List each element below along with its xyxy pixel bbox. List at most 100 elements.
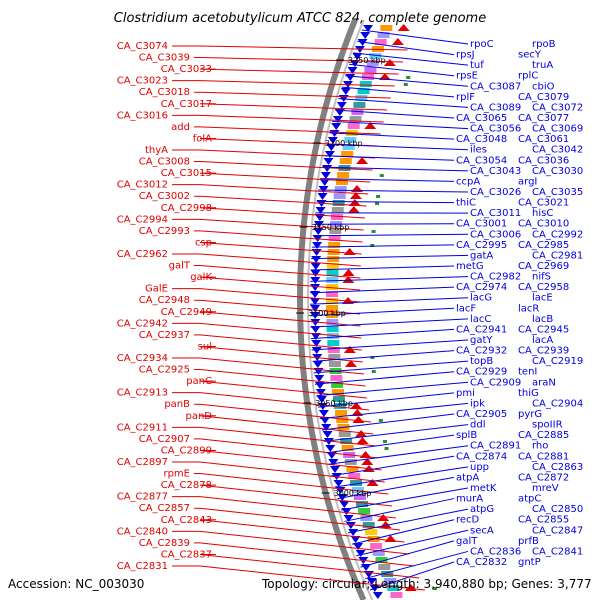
reverse-leader-line	[361, 29, 469, 45]
forward-leader-line	[194, 507, 401, 531]
cog-block	[337, 172, 350, 178]
reverse-leader-line	[365, 550, 469, 580]
reverse-gene-label: atpG	[470, 504, 494, 515]
reverse-gene-label: rpoC	[470, 39, 494, 50]
rna-mark	[406, 76, 411, 79]
cog-block	[338, 431, 351, 437]
reverse-gene-label: CA_C3077	[518, 113, 569, 124]
reverse-gene-arrow	[345, 522, 356, 529]
cog-block	[364, 67, 377, 73]
rna-mark	[384, 447, 389, 450]
reverse-gene-arrow	[331, 123, 342, 130]
forward-gene-labels: CA_C3074CA_C3039CA_C3033CA_C3023CA_C3018…	[117, 41, 213, 572]
reverse-gene-label: CA_C3021	[518, 198, 569, 209]
forward-gene-label: CA_C2878	[161, 480, 212, 491]
cog-block	[349, 116, 362, 122]
cog-block	[332, 396, 345, 402]
reverse-gene-arrow	[340, 88, 351, 95]
reverse-gene-label: CA_C3036	[518, 155, 569, 166]
forward-leader-line	[194, 334, 362, 351]
reverse-gene-label: CA_C2939	[518, 346, 569, 357]
forward-leader-line	[194, 438, 379, 459]
forward-leader-line	[172, 184, 369, 195]
cog-block	[390, 592, 403, 598]
cog-block	[357, 88, 370, 94]
forward-gene-label: galK	[190, 272, 212, 283]
reverse-gene-label: CA_C3069	[532, 124, 583, 135]
forward-gene-label: thyA	[145, 145, 168, 156]
reverse-gene-label: lacB	[532, 314, 553, 325]
forward-gene-label: CA_C3017	[161, 99, 212, 110]
forward-gene-arrow	[350, 402, 363, 409]
cog-block	[380, 25, 393, 31]
forward-leader-line	[194, 403, 372, 423]
reverse-gene-label: tuf	[470, 60, 484, 71]
reverse-gene-arrow	[327, 137, 338, 144]
forward-leader-line	[199, 449, 382, 471]
kbp-label: 3000 kbp	[334, 489, 372, 498]
reverse-gene-label: metK	[470, 483, 497, 494]
forward-gene-label: CA_C3023	[117, 76, 168, 87]
cog-block	[381, 571, 394, 577]
reverse-gene-arrow	[372, 592, 383, 599]
reverse-gene-arrow	[311, 256, 322, 263]
forward-leader-line	[199, 68, 399, 75]
forward-gene-label: folA	[193, 133, 212, 144]
reverse-leader-line	[312, 350, 455, 362]
reverse-gene-arrow	[361, 564, 372, 571]
forward-gene-arrow	[377, 514, 390, 521]
reverse-gene-label: CA_C2885	[518, 430, 569, 441]
forward-gene-label: CA_C3039	[139, 53, 190, 64]
reverse-gene-label: rpsJ	[456, 50, 475, 61]
forward-gene-arrow	[342, 269, 355, 276]
forward-leader-line	[199, 241, 362, 255]
cog-block	[336, 417, 349, 423]
cog-block	[330, 214, 343, 220]
forward-leader-line	[172, 530, 410, 555]
forward-leader-line	[199, 380, 368, 399]
cog-block	[330, 375, 343, 381]
reverse-leader-line	[357, 40, 455, 56]
reverse-leader-line	[311, 339, 469, 351]
reverse-leader-line	[313, 223, 455, 225]
reverse-gene-label: CA_C2850	[532, 504, 583, 515]
forward-gene-label: CA_C2934	[117, 353, 168, 364]
cog-block	[353, 102, 366, 108]
forward-leader-line	[199, 172, 371, 183]
reverse-gene-arrow	[321, 424, 332, 431]
reverse-gene-label: rplC	[518, 71, 538, 82]
reverse-gene-arrow	[355, 550, 366, 557]
reverse-gene-label: galT	[456, 536, 478, 547]
reverse-leader-line	[322, 166, 469, 172]
reverse-gene-arrow	[317, 193, 328, 200]
forward-gene-label: csp	[195, 237, 212, 248]
reverse-leader-line	[345, 75, 469, 87]
reverse-gene-label: CA_C2981	[532, 250, 583, 261]
reverse-gene-label: CA_C2872	[518, 472, 569, 483]
forward-gene-label: CA_C3012	[117, 180, 168, 191]
forward-gene-arrow	[364, 122, 377, 129]
forward-gene-label: CA_C2899	[161, 445, 212, 456]
cog-block	[335, 410, 348, 416]
reverse-gene-label: cbiO	[532, 81, 555, 92]
reverse-gene-label: CA_C2874	[456, 451, 507, 462]
reverse-gene-arrow	[310, 305, 321, 312]
reverse-leader-line	[353, 52, 469, 66]
reverse-gene-label: CA_C2974	[456, 282, 507, 293]
cog-block	[365, 529, 378, 535]
reverse-gene-arrow	[322, 165, 333, 172]
forward-gene-arrow	[342, 276, 355, 283]
reverse-leader-line	[312, 233, 469, 237]
cog-block	[375, 557, 388, 563]
forward-leader-line	[172, 288, 361, 303]
reverse-gene-label: ipk	[470, 398, 485, 409]
reverse-leader-line	[329, 132, 455, 140]
reverse-leader-line	[318, 189, 469, 193]
cog-block	[362, 522, 375, 528]
reverse-leader-line	[326, 143, 469, 151]
kbp-label: 3200 kbp	[325, 139, 363, 148]
cog-block	[327, 340, 340, 346]
reverse-gene-label: iles	[470, 145, 487, 156]
rna-mark	[375, 202, 380, 205]
forward-leader-line	[194, 369, 366, 387]
